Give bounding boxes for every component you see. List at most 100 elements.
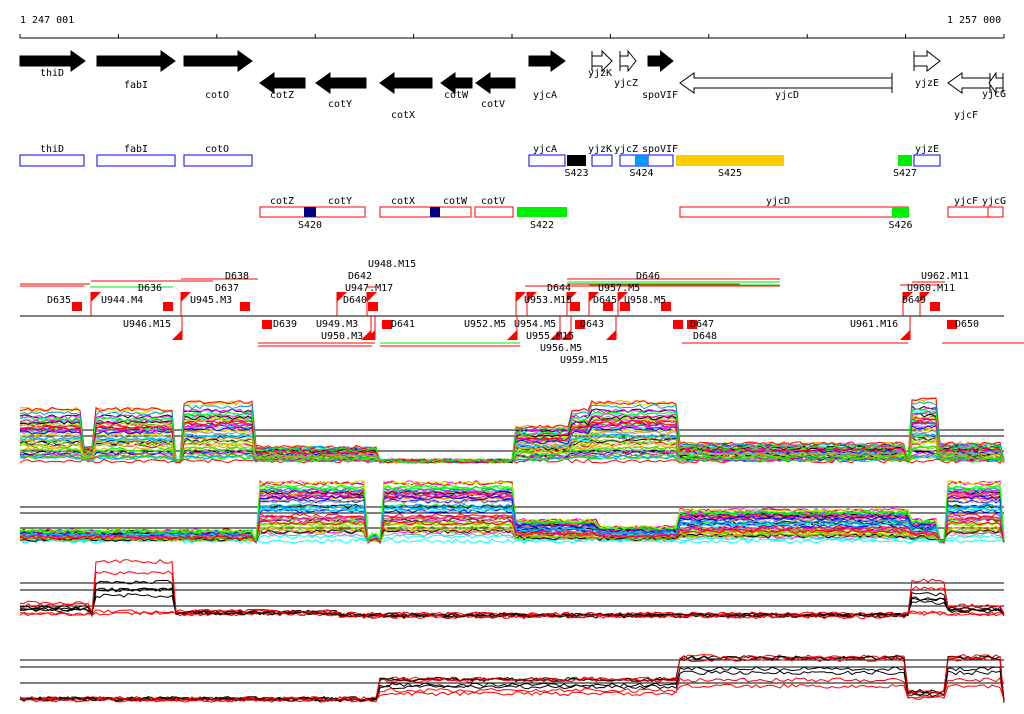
segment-S420[interactable] xyxy=(304,207,316,217)
segment-navy[interactable] xyxy=(430,207,440,217)
plus-box-yjzK[interactable] xyxy=(591,154,613,167)
breakpoint-marker[interactable] xyxy=(620,302,630,311)
transcript-label[interactable]: U950.M3 xyxy=(321,331,363,342)
breakpoint-marker[interactable] xyxy=(163,302,173,311)
breakpoint-marker[interactable] xyxy=(262,320,272,329)
transcript-label[interactable]: D644 xyxy=(547,283,571,294)
gene-yjcA[interactable]: yjcA xyxy=(528,50,566,101)
transcript-label[interactable]: D646 xyxy=(636,271,660,282)
gene-thiD[interactable]: thiD xyxy=(19,50,86,79)
downshift-flag-icon[interactable] xyxy=(172,330,182,340)
transcript-label[interactable]: D638 xyxy=(225,271,249,282)
gene-cotX[interactable]: cotX xyxy=(379,72,433,121)
gene-cotY[interactable]: cotY xyxy=(315,72,367,110)
gene-yjcG[interactable]: yjcG xyxy=(982,71,1006,100)
segment-S426[interactable] xyxy=(892,207,909,217)
gene-cotZ[interactable]: cotZ xyxy=(259,72,306,101)
transcript-label[interactable]: D645 xyxy=(593,295,617,306)
minus-box[interactable] xyxy=(474,206,514,218)
transcript-label[interactable]: U959.M15 xyxy=(560,355,608,366)
transcript-label[interactable]: U958.M5 xyxy=(624,295,666,306)
transcript-label[interactable]: D635 xyxy=(47,295,71,306)
minus-box[interactable] xyxy=(679,206,909,218)
gene-cotV[interactable]: cotV xyxy=(475,72,516,110)
downshift-flag-icon[interactable] xyxy=(365,330,375,340)
transcript-label[interactable]: U944.M4 xyxy=(101,295,143,306)
plus-box-yjzE[interactable] xyxy=(913,154,941,167)
transcript-label[interactable]: U947.M17 xyxy=(345,283,393,294)
transcript-label[interactable]: D642 xyxy=(348,271,372,282)
upshift-flag-icon[interactable] xyxy=(589,292,599,302)
transcript-label[interactable]: U955.M15 xyxy=(526,331,574,342)
transcript-label[interactable]: U953.M15 xyxy=(524,295,572,306)
minus-box[interactable] xyxy=(947,206,1004,218)
breakpoint-marker[interactable] xyxy=(673,320,683,329)
transcript-label[interactable]: D650 xyxy=(955,319,979,330)
breakpoint-marker[interactable] xyxy=(687,320,697,329)
upshift-flag-icon[interactable] xyxy=(337,292,347,302)
transcript-label[interactable]: D647 xyxy=(690,319,714,330)
plus-box-spoVIF[interactable] xyxy=(647,154,674,167)
upshift-flag-icon[interactable] xyxy=(181,292,191,302)
upshift-flag-icon[interactable] xyxy=(516,292,526,302)
transcript-label[interactable]: D641 xyxy=(391,319,415,330)
downshift-flag-icon[interactable] xyxy=(507,330,517,340)
gene-yjzK[interactable]: yjzK xyxy=(588,49,613,79)
transcript-label[interactable]: D637 xyxy=(215,283,239,294)
downshift-flag-icon[interactable] xyxy=(550,330,560,340)
upshift-flag-icon[interactable] xyxy=(527,292,537,302)
downshift-flag-icon[interactable] xyxy=(561,330,571,340)
upshift-flag-icon[interactable] xyxy=(91,292,101,302)
transcript-label[interactable]: D648 xyxy=(693,331,717,342)
breakpoint-marker[interactable] xyxy=(382,320,392,329)
breakpoint-marker[interactable] xyxy=(930,302,940,311)
upshift-flag-icon[interactable] xyxy=(567,292,577,302)
transcript-label[interactable]: D639 xyxy=(273,319,297,330)
transcript-label[interactable]: U946.M15 xyxy=(123,319,171,330)
upshift-flag-icon[interactable] xyxy=(367,292,377,302)
transcript-label[interactable]: U945.M3 xyxy=(190,295,232,306)
breakpoint-marker[interactable] xyxy=(570,302,580,311)
transcript-label[interactable]: U957.M5 xyxy=(598,283,640,294)
gene-yjcZ[interactable]: yjcZ xyxy=(614,49,638,89)
transcript-label[interactable]: D649 xyxy=(902,295,926,306)
breakpoint-marker[interactable] xyxy=(947,320,957,329)
breakpoint-marker[interactable] xyxy=(575,320,585,329)
transcript-label[interactable]: U952.M5 xyxy=(464,319,506,330)
plus-box-cotO[interactable] xyxy=(183,154,253,167)
segment-S422[interactable] xyxy=(517,207,567,217)
plus-box-thiD[interactable] xyxy=(19,154,85,167)
upshift-flag-icon[interactable] xyxy=(618,292,628,302)
transcript-label[interactable]: D643 xyxy=(580,319,604,330)
transcript-label[interactable]: U960.M11 xyxy=(907,283,955,294)
plus-box-fabI[interactable] xyxy=(96,154,176,167)
upshift-flag-icon[interactable] xyxy=(920,292,930,302)
transcript-label[interactable]: U948.M15 xyxy=(368,259,416,270)
upshift-flag-icon[interactable] xyxy=(903,292,913,302)
gene-spoVIF[interactable]: spoVIF xyxy=(642,49,678,101)
downshift-flag-icon[interactable] xyxy=(900,330,910,340)
transcript-label[interactable]: U956.M5 xyxy=(540,343,582,354)
transcript-label[interactable]: U962.M11 xyxy=(921,271,969,282)
segment-S423[interactable] xyxy=(567,155,586,166)
breakpoint-marker[interactable] xyxy=(240,302,250,311)
breakpoint-marker[interactable] xyxy=(368,302,378,311)
downshift-flag-icon[interactable] xyxy=(606,330,616,340)
transcript-label[interactable]: D636 xyxy=(138,283,162,294)
transcript-label[interactable]: U961.M16 xyxy=(850,319,898,330)
transcript-label[interactable]: D640 xyxy=(343,295,367,306)
gene-fabI[interactable]: fabI xyxy=(96,50,176,91)
breakpoint-marker[interactable] xyxy=(72,302,82,311)
transcript-label[interactable]: U949.M3 xyxy=(316,319,358,330)
gene-cotO[interactable]: cotO xyxy=(183,50,253,101)
breakpoint-marker[interactable] xyxy=(603,302,613,311)
segment-S425[interactable] xyxy=(676,155,784,166)
segment-S424[interactable] xyxy=(635,155,648,166)
gene-cotW[interactable]: cotW xyxy=(440,72,473,101)
transcript-label[interactable]: U954.M5 xyxy=(514,319,556,330)
plus-box-yjcA[interactable] xyxy=(528,154,566,167)
segment-S427[interactable] xyxy=(898,155,912,166)
gene-yjcD[interactable]: yjcD xyxy=(679,72,893,101)
minus-box[interactable] xyxy=(379,206,472,218)
breakpoint-marker[interactable] xyxy=(661,302,671,311)
